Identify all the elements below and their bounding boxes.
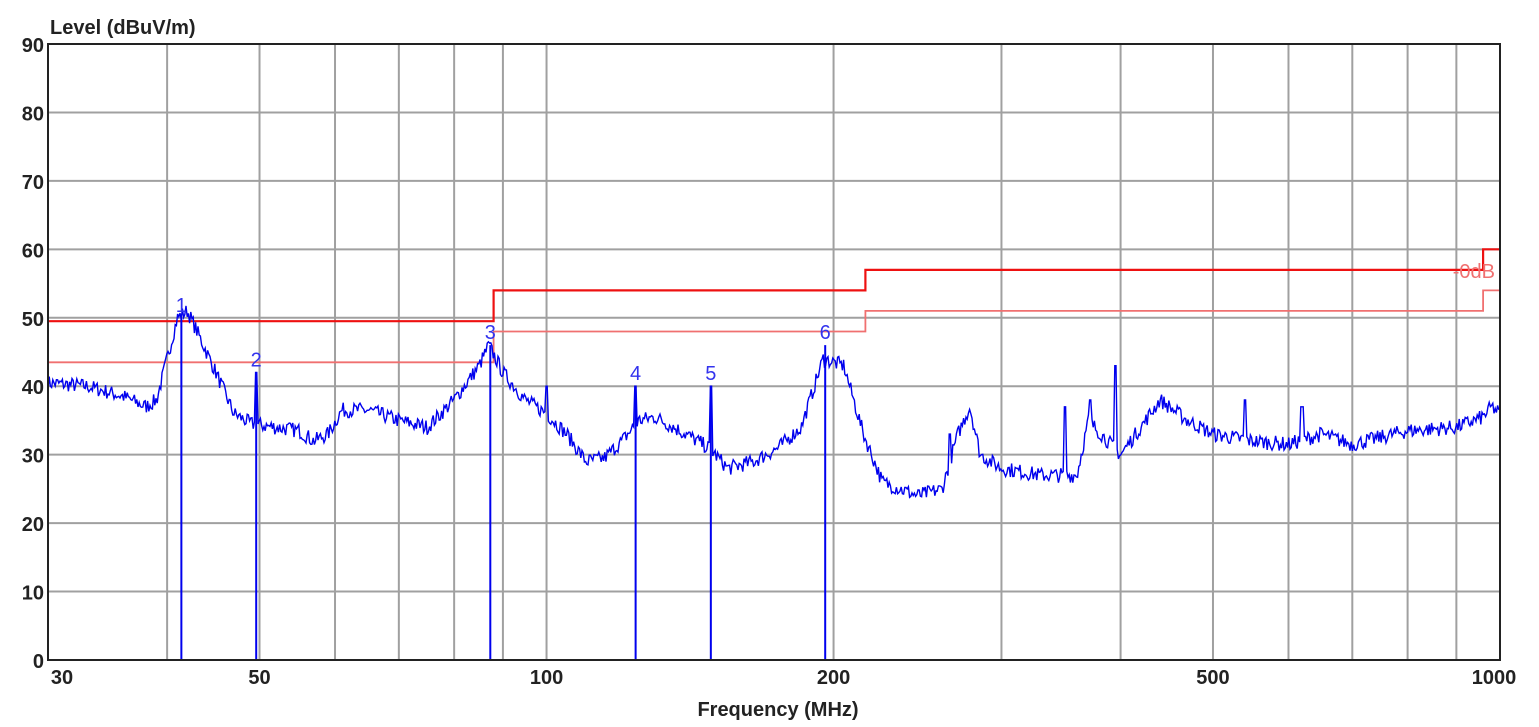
markers: 1 2 3 4 5 6 [176,295,831,660]
x-tick-label: 50 [248,667,270,689]
y-tick-label: 10 [22,583,44,605]
limit-lines [48,248,1500,364]
trace [47,305,1500,499]
y-tick-label: 80 [22,103,44,125]
x-axis-label: Frequency (MHz) [697,699,858,721]
grid [47,43,1501,661]
y-axis-label: Level (dBuV/m) [50,17,196,39]
marker-label: 1 [176,295,187,317]
y-tick-label: 0 [33,651,44,673]
limit-label: -0dB [1453,261,1495,283]
y-tick-label: 90 [22,35,44,57]
x-tick-label: 200 [817,667,850,689]
y-tick-label: 30 [22,446,44,468]
y-tick-label: 20 [22,514,44,536]
y-tick-label: 40 [22,377,44,399]
marker-label: 6 [820,322,831,344]
marker-label: 5 [705,363,716,385]
limit-margin-line [48,289,1500,364]
y-tick-label: 50 [22,309,44,331]
marker-label: 4 [630,363,641,385]
marker-label: 2 [251,350,262,372]
measurement-trace [47,305,1500,499]
x-tick-label: 1000 [1472,667,1517,689]
y-tick-label: 70 [22,172,44,194]
y-tick-label: 60 [22,240,44,262]
x-tick-label: 500 [1196,667,1229,689]
marker-label: 3 [485,322,496,344]
tick-labels: 0 10 20 30 40 50 60 70 80 90 30 50 100 200 500 1000 [22,35,1517,689]
plot-frame [47,43,1501,661]
limit-line [48,248,1500,323]
x-tick-label: 30 [51,667,73,689]
x-tick-label: 100 [530,667,563,689]
